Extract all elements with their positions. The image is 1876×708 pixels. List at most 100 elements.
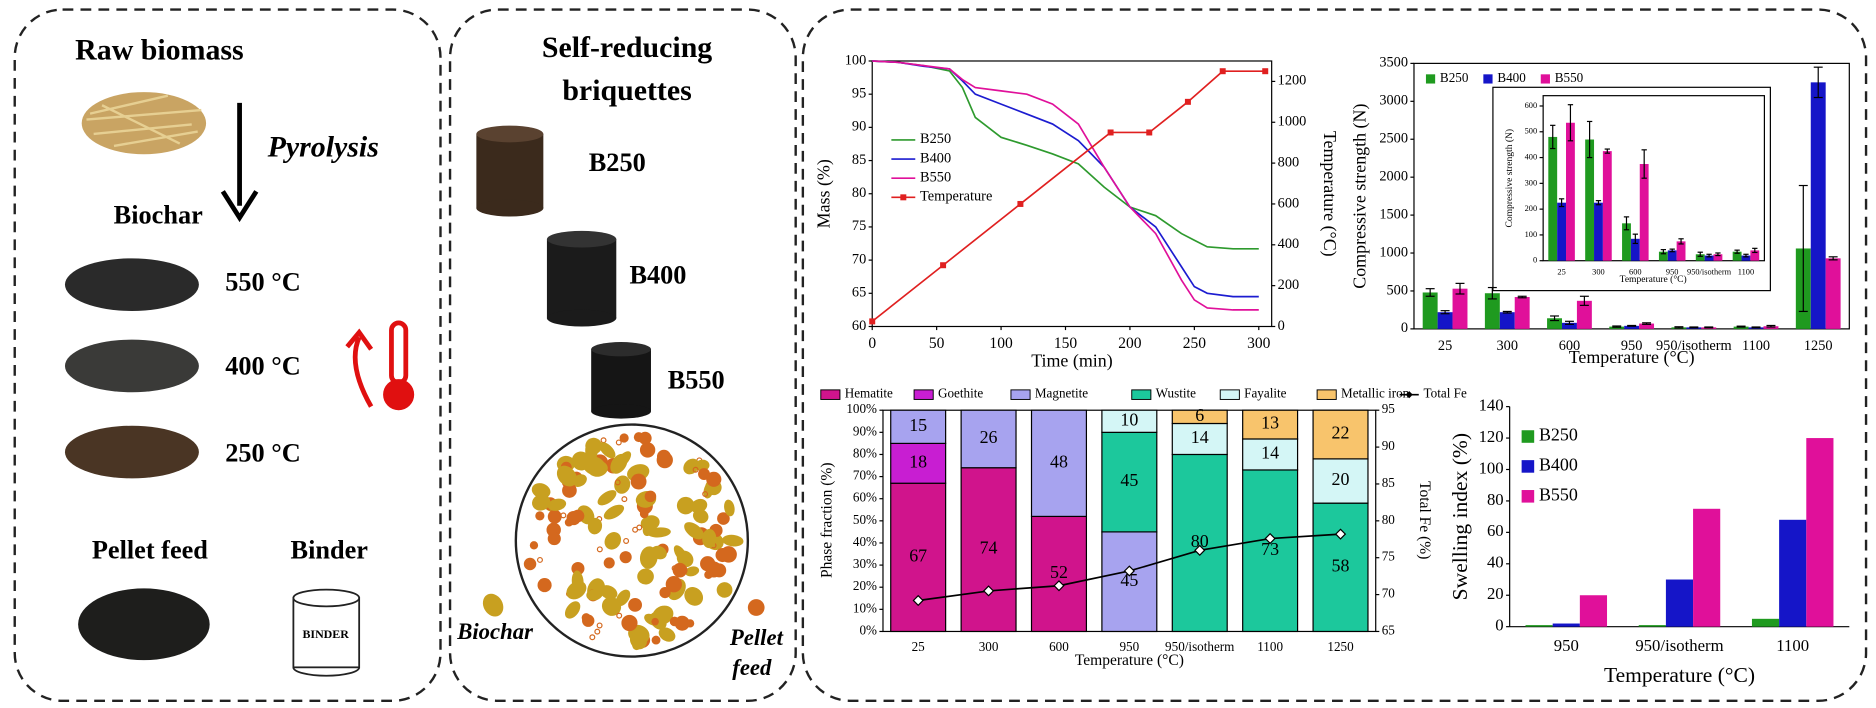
bar [1779,520,1806,627]
pellet-particle [524,558,536,570]
x-tick-label: 200 [1118,335,1142,352]
pyrolysis-arrow [223,103,256,218]
y-axis-label: Compressive strength (N) [1504,129,1515,228]
data-label: 74 [980,538,998,558]
x-axis-label: Temperature (°C) [1569,347,1695,368]
y-tick-label: 500 [1525,127,1538,136]
data-label: 58 [1332,555,1350,575]
y-tick-label: 2500 [1379,131,1408,147]
pellet-particle [538,578,552,592]
x-axis-label: Temperature (°C) [1620,274,1687,285]
y2-tick-label: 1000 [1278,114,1307,130]
pellet-particle [706,472,721,487]
x-tick-label: 300 [979,639,999,654]
bar [1639,625,1666,627]
straw-image [82,92,206,154]
y2-tick-label: 800 [1278,154,1300,170]
sample-label: B400 [629,260,686,289]
y-tick-label: 10% [853,600,877,615]
y2-axis-label: Temperature (°C) [1319,131,1340,257]
y-tick-label: 65 [852,285,866,301]
y-tick-label: 50% [853,512,877,527]
x-tick-label: 950 [1554,636,1579,655]
y2-tick-label: 70 [1382,586,1396,601]
y-tick-label: 500 [1386,282,1408,298]
y2-axis-label: Total Fe (%) [1416,481,1433,559]
pellet-icon [748,599,765,616]
legend-label: B550 [1539,484,1578,504]
x-tick-label: 300 [1592,268,1605,277]
y-tick-label: 200 [1525,204,1538,213]
legend-swatch [1011,390,1030,400]
y-tick-label: 100 [1479,458,1504,477]
x-tick-label: 0 [868,335,876,352]
legend-swatch [1522,430,1535,443]
pellet-particle [675,616,690,631]
pellet-particle [640,510,649,519]
y-tick-label: 0% [859,622,877,637]
binder-label: Binder [291,536,369,565]
x-axis-label: Temperature (°C) [1075,652,1184,669]
y-tick-label: 40 [1487,553,1504,572]
pellet-particle [582,613,591,622]
bar [1515,297,1530,329]
y-axis-label: Swelling index (%) [1448,433,1472,600]
data-label: 22 [1332,423,1350,443]
y-tick-label: 80 [1487,490,1504,509]
bar [1693,509,1720,627]
y-tick-label: 20 [1487,584,1504,603]
bar [1806,438,1833,627]
product-label: Biochar [114,201,203,230]
y-tick-label: 3500 [1379,55,1408,71]
pellet-particle [620,551,632,563]
y2-tick-label: 0 [1278,318,1285,334]
bar [1580,595,1607,626]
bar [1500,312,1515,329]
bar [1526,625,1553,627]
y-tick-label: 70% [853,468,877,483]
x-axis-label: Time (min) [1031,350,1113,371]
bar [1548,137,1557,261]
bar [1453,289,1468,329]
legend-swatch [1522,490,1535,503]
legend-label: B550 [1555,70,1584,85]
y2-tick-label: 1200 [1278,73,1307,89]
y2-tick-label: 85 [1382,475,1396,490]
biochar-pile [65,340,199,393]
legend-label: Goethite [938,386,983,401]
x-tick-label: 1250 [1327,639,1354,654]
panel-title: Raw biomass [75,33,244,66]
y-tick-label: 0 [1533,256,1537,265]
legend-swatch [1483,74,1492,83]
y-axis-label: Compressive strength (N) [1349,104,1370,289]
legend-label: B250 [1539,425,1578,445]
legend-label: Hematite [845,386,893,401]
data-label: 15 [909,415,927,435]
data-label: 26 [980,427,998,447]
pellet-particle [572,510,585,523]
y2-tick-label: 80 [1382,512,1396,527]
chart: 6065707580859095100020040060080010001200… [814,52,1340,371]
y-tick-label: 60 [1487,521,1504,540]
legend-label: Total Fe [1424,386,1467,401]
sample-label: B550 [668,366,725,395]
legend-label: B250 [920,131,951,147]
temperature-label: 250 °C [225,439,301,468]
x-tick-label: 50 [929,335,945,352]
bar [1553,624,1580,627]
pellet-particle [535,511,544,520]
bar [1566,123,1575,261]
y-tick-label: 1000 [1379,244,1408,260]
pellet-particle [652,636,661,645]
legend-label: feed [732,655,772,680]
temperature-label: 550 °C [225,268,301,297]
data-label: 45 [1120,470,1138,490]
data-label: 6 [1195,405,1204,425]
x-tick-label: 300 [1247,335,1271,352]
bar [1811,82,1826,329]
panel-title: Self-reducing [542,31,712,64]
y-tick-label: 75 [852,218,866,234]
y-tick-label: 80 [852,185,866,201]
x-tick-label: 1250 [1804,338,1833,354]
marker [1108,129,1114,135]
